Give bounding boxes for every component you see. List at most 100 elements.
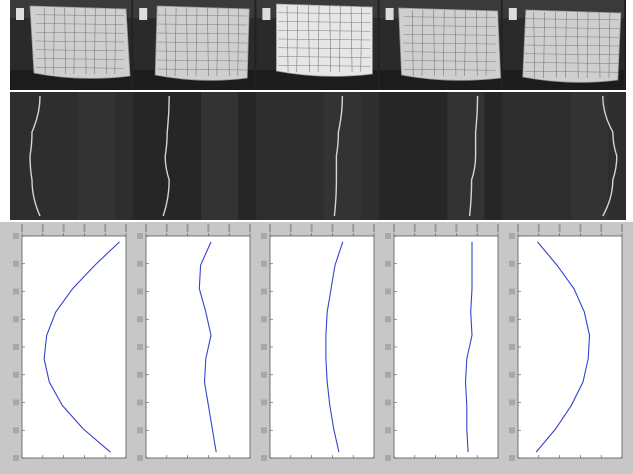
grid-line-h <box>403 42 496 45</box>
grid-line-v <box>565 11 567 79</box>
grid-line-h <box>157 59 248 62</box>
grid-line-v <box>454 9 457 77</box>
grid-line-h <box>524 70 619 73</box>
grid-line-v <box>317 5 320 73</box>
grid-line-v <box>555 11 557 79</box>
profile-curve <box>535 241 591 453</box>
profile-curve <box>198 241 217 453</box>
x-tick-label-mark <box>186 224 189 232</box>
grid-line-h <box>403 16 496 19</box>
grid-line-v <box>598 11 601 79</box>
photo-marker <box>262 8 271 20</box>
profile-curve <box>43 241 120 453</box>
y-tick-label-mark <box>385 371 391 378</box>
x-tick-label-mark <box>413 224 416 232</box>
grid-line-v <box>433 9 435 77</box>
profile-plot-4 <box>385 224 499 461</box>
x-tick-label-mark <box>600 224 603 232</box>
laser-line <box>333 95 344 217</box>
y-tick-label-mark <box>261 455 267 461</box>
plot-area <box>21 235 127 459</box>
y-tick-label-mark <box>509 288 515 295</box>
grid-line-v <box>329 5 332 73</box>
profile-plot-strip <box>13 224 623 461</box>
grid-line-h <box>524 18 619 21</box>
y-tick-label-mark <box>261 399 267 406</box>
grid-line-h <box>524 27 619 29</box>
grid-line-v <box>195 7 198 77</box>
grid-line-v <box>576 11 579 79</box>
x-tick-label-mark <box>373 224 375 232</box>
y-tick-label-mark <box>13 260 19 267</box>
photo-marker <box>385 8 394 20</box>
grid-line-h <box>35 66 125 69</box>
grid-line-h <box>524 62 619 64</box>
laser-shadow <box>324 92 362 220</box>
sheet-photo-5 <box>502 0 624 90</box>
grid-line-v <box>114 7 117 75</box>
x-tick-label-mark <box>249 224 251 232</box>
plot-area <box>145 235 251 459</box>
grid-line-v <box>442 9 445 77</box>
x-tick-label-mark <box>228 224 231 232</box>
laser-image-3 <box>256 92 379 220</box>
plot-area <box>517 235 623 459</box>
x-tick-label-mark <box>621 224 623 232</box>
y-tick-label-mark <box>137 455 143 461</box>
x-tick-label-mark <box>517 224 519 232</box>
grid-line-h <box>278 12 371 15</box>
grid-line-h <box>35 58 125 60</box>
laser-line <box>29 95 41 217</box>
profile-plot-row <box>0 222 633 474</box>
x-tick-label-mark <box>476 224 479 232</box>
grid-line-v <box>308 5 310 73</box>
y-tick-label-mark <box>385 233 391 239</box>
grid-line-v <box>586 11 589 79</box>
x-tick-label-mark <box>537 224 540 232</box>
y-tick-label-mark <box>509 316 515 323</box>
x-tick-label-mark <box>62 224 65 232</box>
sheet-photo-strip <box>10 0 624 90</box>
x-tick-label-mark <box>497 224 499 232</box>
grid-line-v <box>485 9 488 77</box>
sheet-photo-row <box>10 0 626 90</box>
y-tick-label-mark <box>137 427 143 434</box>
y-tick-label-mark <box>509 260 515 267</box>
profile-curve <box>325 241 344 453</box>
y-tick-label-mark <box>261 427 267 434</box>
grid-line-h <box>35 31 125 34</box>
grid-line-h <box>403 25 496 27</box>
x-tick-label-mark <box>83 224 86 232</box>
x-tick-label-mark <box>41 224 44 232</box>
y-tick-label-mark <box>137 399 143 406</box>
profile-plot-3 <box>261 224 375 461</box>
grid-line-h <box>157 68 248 71</box>
x-tick-label-mark <box>289 224 292 232</box>
laser-line <box>162 95 170 217</box>
y-tick-label-mark <box>509 455 515 461</box>
y-tick-label-mark <box>261 260 267 267</box>
x-tick-label-mark <box>310 224 313 232</box>
y-tick-label-mark <box>385 399 391 406</box>
laser-line <box>602 95 618 217</box>
grid-line-h <box>278 38 371 41</box>
grid-line-h <box>35 40 125 43</box>
sheet-photo-4 <box>379 0 502 90</box>
grid-line-h <box>278 47 371 50</box>
plot-area <box>269 235 375 459</box>
grid-line-h <box>157 23 248 26</box>
laser-image-2 <box>133 92 256 220</box>
grid-line-h <box>157 32 248 35</box>
y-tick-label-mark <box>137 260 143 267</box>
laser-shadow <box>570 92 608 220</box>
grid-line-h <box>278 29 371 32</box>
grid-line-v <box>84 7 87 75</box>
y-tick-label-mark <box>13 371 19 378</box>
x-tick-label-mark <box>393 224 395 232</box>
y-tick-label-mark <box>385 316 391 323</box>
grid-line-h <box>278 56 371 58</box>
y-tick-label-mark <box>13 316 19 323</box>
grid-line-v <box>207 7 209 77</box>
x-tick-label-mark <box>434 224 437 232</box>
laser-image-4 <box>379 92 502 220</box>
